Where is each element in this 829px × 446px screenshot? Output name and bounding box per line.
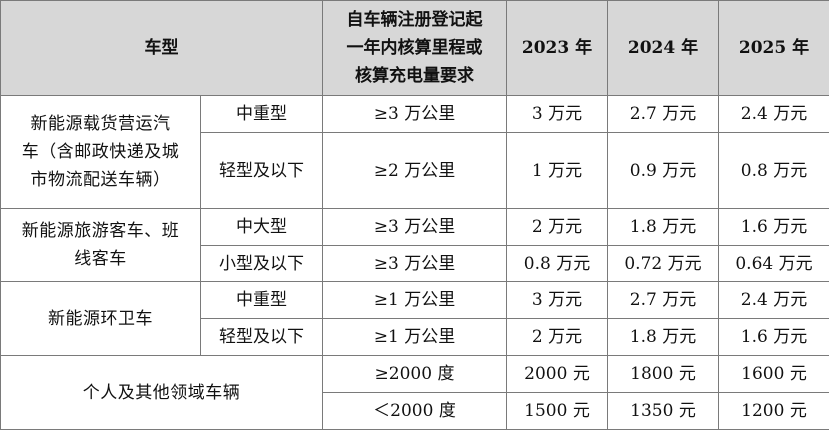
value-2024-cell: 2.7 万元 — [607, 95, 719, 133]
value-2024-cell: 1350 元 — [607, 392, 719, 430]
value-2023-cell: 3 万元 — [506, 281, 608, 319]
header-year-2024: 2024 年 — [607, 0, 719, 96]
requirement-cell: ≥2000 度 — [322, 355, 507, 393]
value-2024-cell: 2.7 万元 — [607, 281, 719, 319]
header-mileage-requirement: 自车辆注册登记起 一年内核算里程或 核算充电量要求 — [322, 0, 507, 96]
table-row: 小型及以下 ≥3 万公里 0.8 万元 0.72 万元 0.64 万元 — [1, 245, 829, 282]
header-row: 车型 自车辆注册登记起 一年内核算里程或 核算充电量要求 2023 年 2024… — [0, 0, 829, 96]
value-2023-cell: 1 万元 — [506, 132, 608, 209]
category-freight: 新能源载货营运汽 车（含邮政快递及城 市物流配送车辆） — [0, 95, 201, 209]
value-2023-cell: 3 万元 — [506, 95, 608, 133]
header-mileage-line2: 一年内核算里程或 — [346, 38, 483, 58]
value-2024-cell: 1800 元 — [607, 355, 719, 393]
category-line: 新能源旅游客车、班 — [21, 221, 180, 241]
value-2025-cell: 2.4 万元 — [718, 281, 829, 319]
value-2025-cell: 1600 元 — [718, 355, 829, 393]
header-mileage-line3: 核算充电量要求 — [355, 66, 474, 86]
size-cell: 中大型 — [200, 208, 323, 246]
value-2023-cell: 1500 元 — [506, 392, 608, 430]
value-2024-cell: 1.8 万元 — [607, 318, 719, 356]
value-2025-cell: 0.64 万元 — [718, 245, 829, 282]
value-2025-cell: 1.6 万元 — [718, 208, 829, 246]
value-2024-cell: 1.8 万元 — [607, 208, 719, 246]
value-2023-cell: 0.8 万元 — [506, 245, 608, 282]
header-mileage-line1: 自车辆注册登记起 — [346, 10, 483, 30]
table-row: 新能源载货营运汽 车（含邮政快递及城 市物流配送车辆） 中重型 ≥3 万公里 3… — [0, 95, 829, 209]
requirement-cell: ≥3 万公里 — [322, 95, 507, 133]
table-row: 轻型及以下 ≥2 万公里 1 万元 0.9 万元 0.8 万元 — [1, 132, 829, 209]
value-2025-cell: 2.4 万元 — [718, 95, 829, 133]
table-row: 个人及其他领域车辆 ≥2000 度 2000 元 1800 元 1600 元 — [0, 355, 829, 430]
header-year-2023: 2023 年 — [506, 0, 608, 96]
size-cell: 小型及以下 — [200, 245, 323, 282]
header-year-2025: 2025 年 — [718, 0, 829, 96]
size-cell: 中重型 — [200, 281, 323, 319]
category-line: 新能源载货营运汽 — [30, 114, 171, 134]
category-sanitation: 新能源环卫车 — [0, 281, 201, 356]
category-tour-bus: 新能源旅游客车、班 线客车 — [0, 208, 201, 282]
value-2025-cell: 0.8 万元 — [718, 132, 829, 209]
category-line: 个人及其他领域车辆 — [82, 382, 241, 403]
value-2023-cell: 2000 元 — [506, 355, 608, 393]
header-vehicle-type: 车型 — [0, 0, 323, 96]
value-2023-cell: 2 万元 — [506, 208, 608, 246]
requirement-cell: ≥3 万公里 — [322, 208, 507, 246]
category-line: 线客车 — [74, 249, 127, 269]
category-personal: 个人及其他领域车辆 — [0, 355, 323, 430]
value-2025-cell: 1200 元 — [718, 392, 829, 430]
requirement-cell: ≥1 万公里 — [322, 318, 507, 356]
table-row: 轻型及以下 ≥1 万公里 2 万元 1.8 万元 1.6 万元 — [1, 318, 829, 356]
category-line: 市物流配送车辆） — [30, 170, 171, 190]
value-2023-cell: 2 万元 — [506, 318, 608, 356]
requirement-cell: ≥1 万公里 — [322, 281, 507, 319]
value-2024-cell: 0.72 万元 — [607, 245, 719, 282]
size-cell: 轻型及以下 — [200, 132, 323, 209]
category-line: 车（含邮政快递及城 — [21, 142, 180, 162]
requirement-cell: ＜2000 度 — [322, 392, 507, 430]
value-2025-cell: 1.6 万元 — [718, 318, 829, 356]
subsidy-table: 车型 自车辆注册登记起 一年内核算里程或 核算充电量要求 2023 年 2024… — [0, 0, 829, 430]
requirement-cell: ≥2 万公里 — [322, 132, 507, 209]
size-cell: 中重型 — [200, 95, 323, 133]
size-cell: 轻型及以下 — [200, 318, 323, 356]
requirement-cell: ≥3 万公里 — [322, 245, 507, 282]
category-line: 新能源环卫车 — [48, 308, 153, 329]
table-row: 新能源旅游客车、班 线客车 中大型 ≥3 万公里 2 万元 1.8 万元 1.6… — [0, 208, 829, 282]
table-row: 新能源环卫车 中重型 ≥1 万公里 3 万元 2.7 万元 2.4 万元 — [0, 281, 829, 356]
table-row: ＜2000 度 1500 元 1350 元 1200 元 — [1, 392, 829, 430]
value-2024-cell: 0.9 万元 — [607, 132, 719, 209]
